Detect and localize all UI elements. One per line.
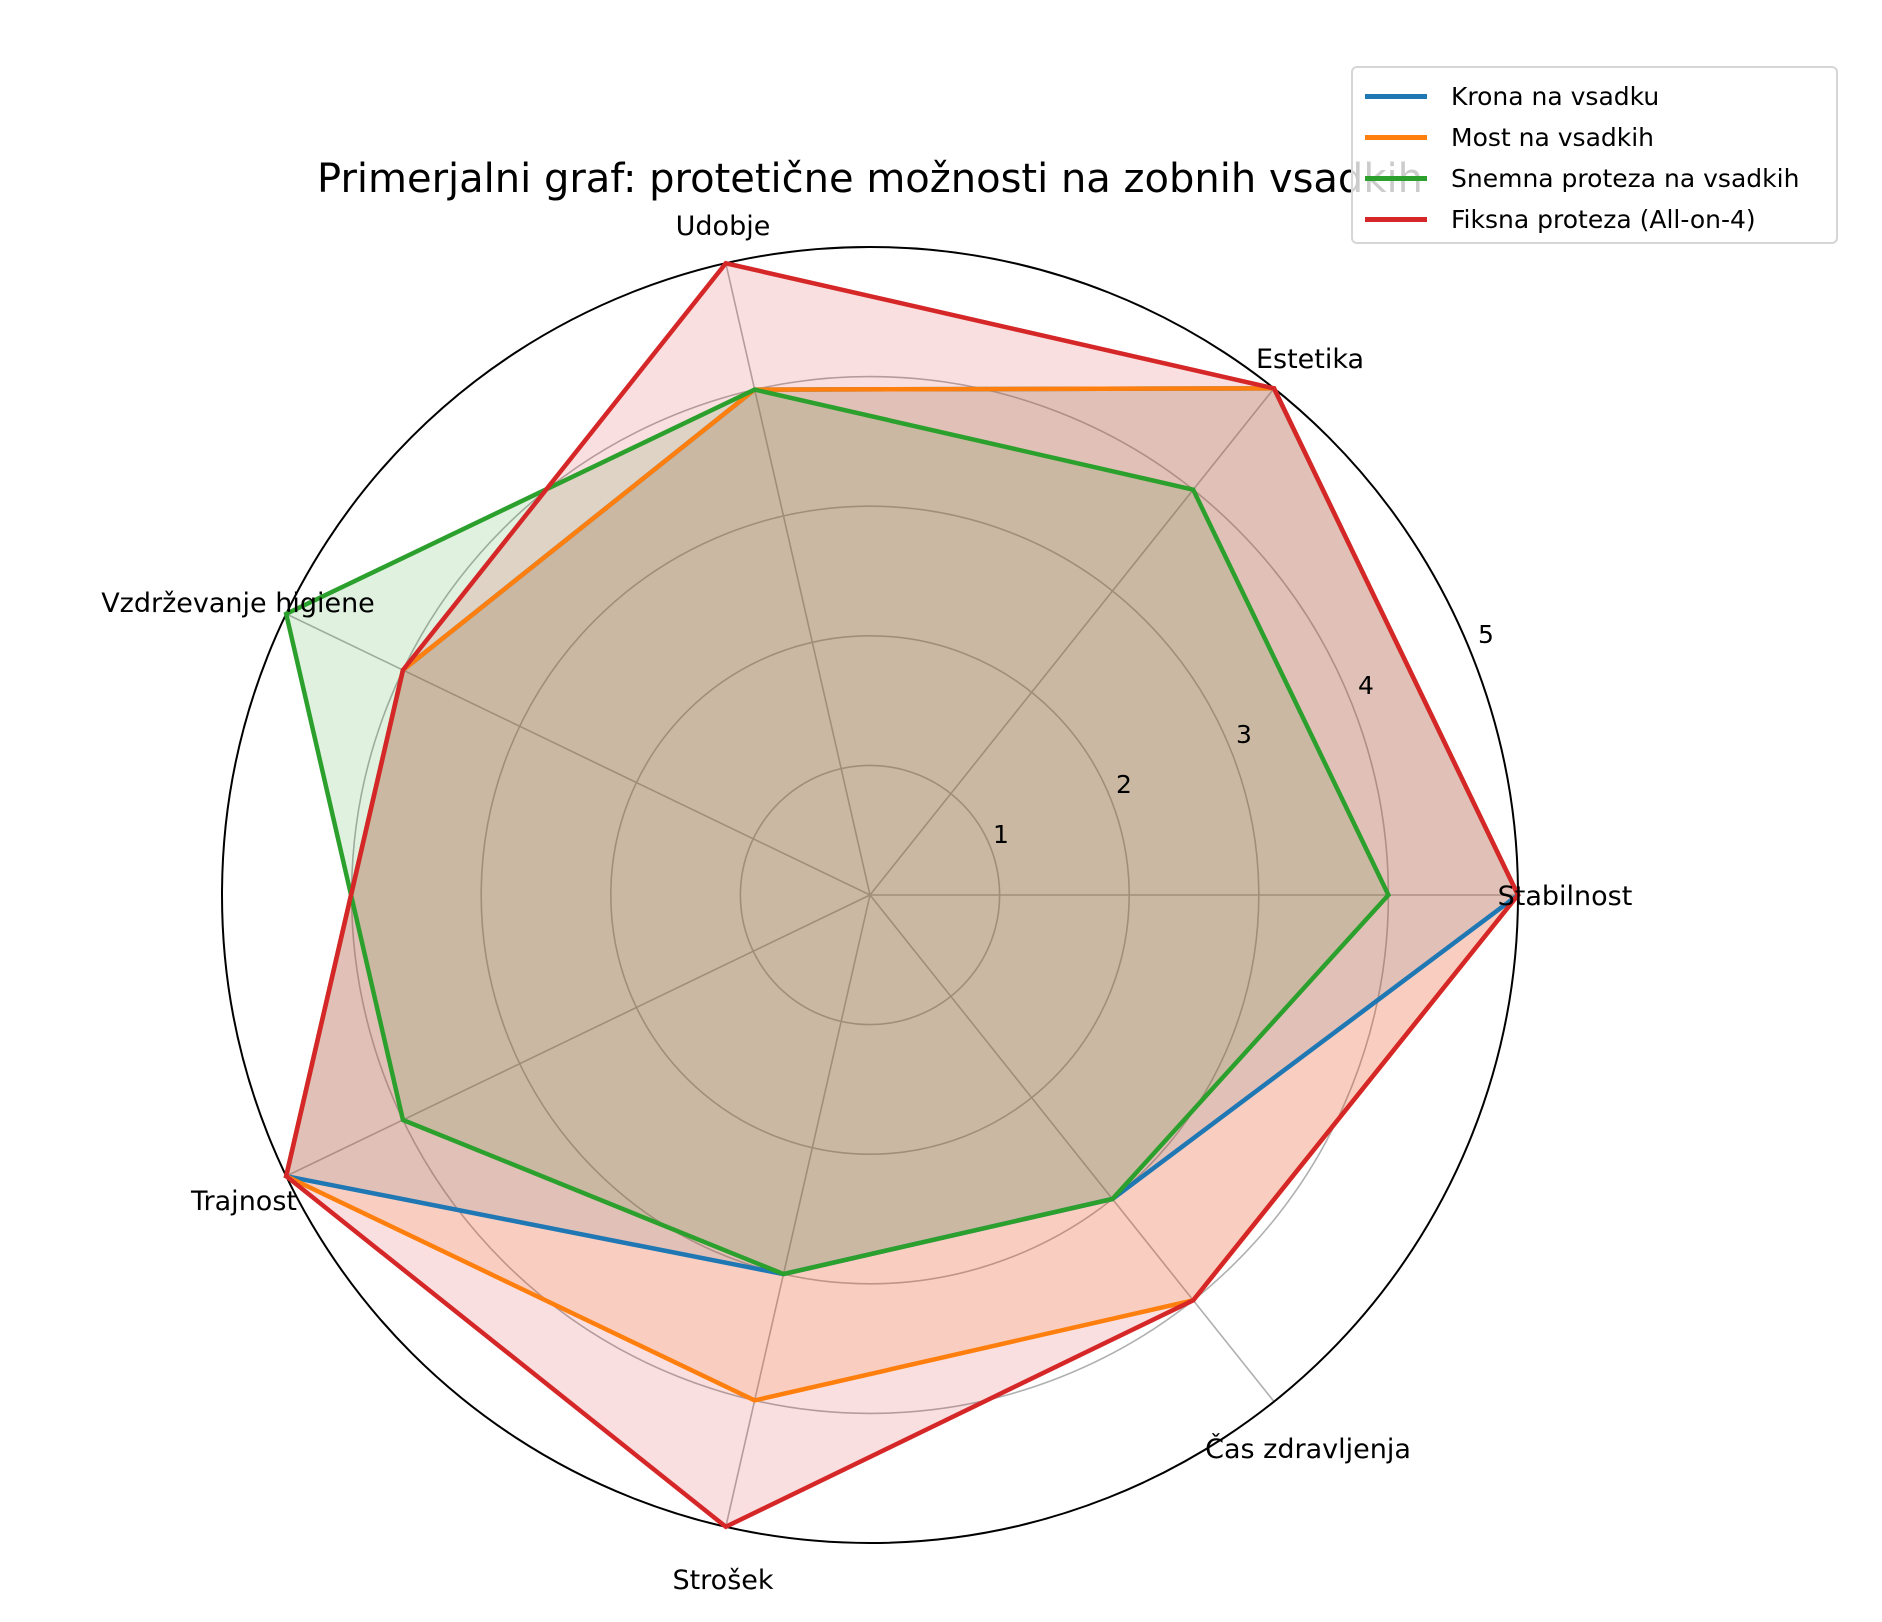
grid-spoke xyxy=(869,387,1275,896)
axis-label: Udobje xyxy=(676,211,771,242)
legend-item: Krona na vsadku xyxy=(1363,76,1826,117)
series-fill xyxy=(286,388,1519,1275)
axis-label: Čas zdravljenja xyxy=(1205,1433,1411,1465)
series-fill xyxy=(286,388,1519,1401)
series-fill xyxy=(286,263,1519,1527)
axis-label: Stabilnost xyxy=(1498,881,1633,912)
axis-label: Estetika xyxy=(1256,344,1364,375)
axis-label: Vzdrževanje higiene xyxy=(101,588,375,619)
legend-swatch-blue xyxy=(1365,94,1427,99)
radial-tick-label: 5 xyxy=(1478,620,1494,649)
legend-item: Snemna proteza na vsadkih xyxy=(1363,158,1826,199)
legend-label: Most na vsadkih xyxy=(1451,123,1655,152)
radial-tick-label: 1 xyxy=(993,820,1009,849)
grid-spoke xyxy=(869,894,1275,1403)
grid-spoke xyxy=(285,613,871,896)
grid-spoke xyxy=(285,894,871,1177)
axis-label: Trajnost xyxy=(190,1186,297,1217)
legend-label: Snemna proteza na vsadkih xyxy=(1451,164,1800,193)
radial-tick-label: 4 xyxy=(1358,671,1374,700)
legend-label: Krona na vsadku xyxy=(1451,82,1660,111)
grid-spoke xyxy=(725,894,871,1527)
legend-swatch-orange xyxy=(1365,135,1427,140)
series-line xyxy=(283,260,1521,1530)
legend: Krona na vsadku Most na vsadkih Snemna p… xyxy=(1351,66,1838,244)
legend-item: Fiksna proteza (All-on-4) xyxy=(1363,199,1826,240)
legend-label: Fiksna proteza (All-on-4) xyxy=(1451,205,1756,234)
series-fill xyxy=(286,389,1389,1275)
radial-tick-labels: 1 2 3 4 5 xyxy=(993,620,1494,849)
grid-spoke xyxy=(725,263,871,896)
series-line xyxy=(283,387,1392,1277)
legend-swatch-red xyxy=(1365,217,1427,222)
radial-tick-label: 2 xyxy=(1116,770,1132,799)
axis-labels: Stabilnost Estetika Udobje Vzdrževanje higi… xyxy=(101,211,1632,1596)
radial-tick-label: 3 xyxy=(1236,720,1252,749)
legend-item: Most na vsadkih xyxy=(1363,117,1826,158)
chart-title: Primerjalni graf: protetične možnosti na… xyxy=(317,156,1423,202)
axis-label: Strošek xyxy=(672,1565,773,1596)
legend-swatch-green xyxy=(1365,176,1427,181)
data-series xyxy=(283,260,1521,1530)
